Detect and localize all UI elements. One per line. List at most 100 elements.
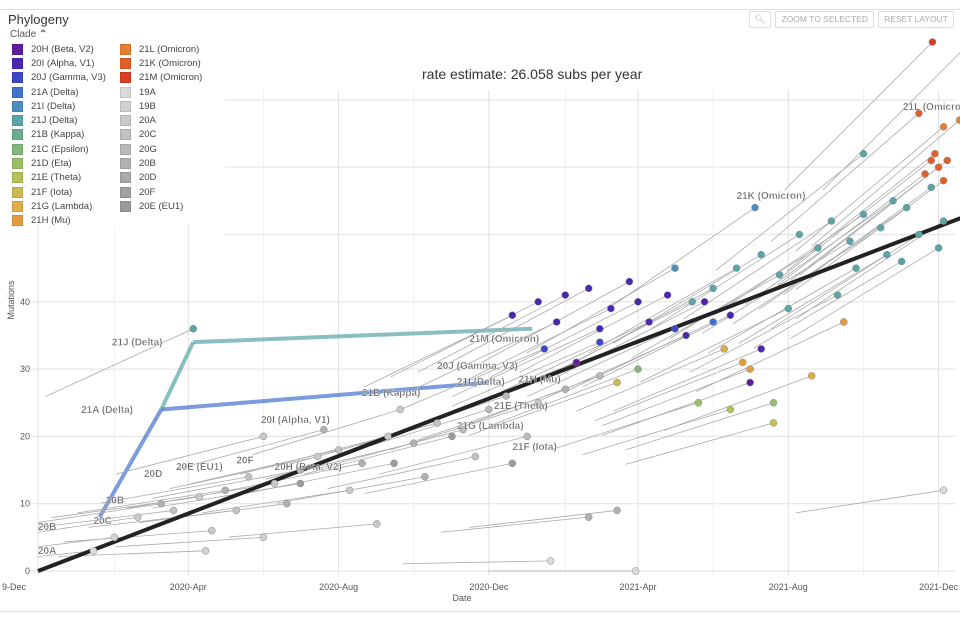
tree-branch <box>490 368 639 427</box>
tip-point <box>201 547 210 555</box>
tip-point <box>259 432 268 441</box>
tip-point <box>523 432 531 441</box>
tree-branch <box>625 402 774 451</box>
legend-swatch <box>119 186 131 198</box>
tree-branch <box>695 321 844 393</box>
tree-branch <box>602 368 751 427</box>
tree-branch <box>159 341 196 411</box>
legend-label: 21C (Epsilon) <box>31 143 89 155</box>
legend-item[interactable]: 20D <box>119 171 202 185</box>
legend-column: 20H (Beta, V2) 20I (Alpha, V1) 20J (Gamma,… <box>12 42 106 228</box>
legend-swatch <box>119 86 131 98</box>
legend-label: 20I (Alpha, V1) <box>31 57 95 69</box>
tip-point <box>709 284 717 293</box>
legend-label: 21B (Kappa) <box>31 129 85 141</box>
tip-point <box>270 479 279 488</box>
tree-branch <box>161 380 490 412</box>
tree-branch <box>582 314 731 388</box>
clade-label: 20B <box>38 522 56 533</box>
zoom-button[interactable]: 🔍︎ <box>748 11 772 28</box>
legend-item[interactable]: 19A <box>119 85 202 99</box>
x-tick-label: 2020-Dec <box>469 582 509 592</box>
tip-point <box>921 170 929 178</box>
legend-toggle[interactable]: Clade ⌃ <box>10 29 47 40</box>
legend-item[interactable]: 20F <box>119 185 202 199</box>
legend-item[interactable]: 21C (Epsilon) <box>12 142 106 156</box>
toolbar: 🔍︎ ZOOM TO SELECTED RESET LAYOUT <box>748 11 954 28</box>
legend-swatch <box>12 115 23 127</box>
tip-point <box>259 533 268 542</box>
y-axis-label: Mutations <box>6 280 16 320</box>
tip-point <box>915 230 923 239</box>
tip-point <box>694 399 703 407</box>
tip-point <box>596 324 604 333</box>
magnifier-icon: 🔍︎ <box>754 14 766 24</box>
legend-label: 20A <box>138 115 156 127</box>
legend-item[interactable]: 21K (Omicron) <box>119 56 202 70</box>
legend-item[interactable]: 20G <box>119 142 202 156</box>
tip-point <box>485 405 493 414</box>
legend-item[interactable]: 21J (Delta) <box>12 113 106 127</box>
tree-branch <box>708 267 857 354</box>
clade-label: 21H (Mu) <box>518 375 560 386</box>
legend-label: 20H (Beta, V2) <box>31 43 94 55</box>
tree-branch <box>663 375 812 431</box>
tip-point <box>927 183 935 192</box>
panel-title: Phylogeny <box>8 12 69 27</box>
tip-point <box>296 479 305 488</box>
legend-item[interactable]: 20C <box>119 128 202 142</box>
y-tick-label: 0 <box>25 566 30 576</box>
tip-point <box>134 513 142 521</box>
tree-branch <box>228 523 377 538</box>
legend-label: 21J (Delta) <box>31 115 78 127</box>
legend-item[interactable]: 21F (Iota) <box>12 185 106 199</box>
clade-label: 20F <box>236 455 253 466</box>
clade-label: 20A <box>38 546 56 557</box>
tip-point <box>459 425 467 434</box>
legend-item[interactable]: 20E (EU1) <box>119 199 202 213</box>
legend-item[interactable]: 21I (Delta) <box>12 99 106 113</box>
clade-label: 21F (Iota) <box>512 442 556 453</box>
tree-branch <box>152 469 301 499</box>
tip-point <box>244 473 253 481</box>
legend-item[interactable]: 21D (Eta) <box>12 156 106 170</box>
legend-item[interactable]: 21B (Kappa) <box>12 128 106 142</box>
tip-point <box>410 439 418 447</box>
legend-item[interactable]: 21G (Lambda) <box>12 199 106 213</box>
tree-branch <box>417 294 566 373</box>
legend-item[interactable]: 20H (Beta, V2) <box>12 42 106 56</box>
legend-item[interactable]: 21E (Theta) <box>12 171 106 185</box>
tip-point <box>784 304 793 313</box>
tip-point <box>757 345 765 353</box>
reset-layout-button[interactable]: RESET LAYOUT <box>878 11 954 28</box>
tip-point <box>552 318 561 326</box>
x-tick-label: 2020-Apr <box>170 582 207 592</box>
legend-item[interactable]: 21L (Omicron) <box>119 42 202 56</box>
tip-point <box>396 405 404 414</box>
legend-item[interactable]: 19B <box>119 99 202 113</box>
tree-branch <box>770 113 920 242</box>
legend-label: 21A (Delta) <box>31 86 79 98</box>
tree-branch <box>451 328 600 397</box>
tip-point <box>889 197 897 205</box>
legend-item[interactable]: 20B <box>119 156 202 170</box>
tip-point <box>807 372 816 380</box>
tree-branch <box>715 153 864 271</box>
legend-item[interactable]: 21A (Delta) <box>12 85 106 99</box>
legend-item[interactable]: 21M (Omicron) <box>119 71 202 85</box>
legend-item[interactable]: 20I (Alpha, V1) <box>12 56 106 70</box>
tip-point <box>613 378 621 387</box>
tree-branch <box>175 429 324 470</box>
legend-swatch <box>119 72 131 84</box>
legend-item[interactable]: 21H (Mu) <box>12 214 106 228</box>
tip-point <box>546 557 555 565</box>
panel-top-border <box>0 9 960 10</box>
zoom-to-selected-button[interactable]: ZOOM TO SELECTED <box>775 11 875 28</box>
legend-item[interactable]: 20J (Gamma, V3) <box>12 71 106 85</box>
legend-item[interactable]: 20A <box>119 113 202 127</box>
tree-branch <box>582 409 731 456</box>
y-tick-label: 20 <box>20 431 30 441</box>
clade-label: 21M (Omicron) <box>469 334 539 345</box>
tip-point <box>283 499 291 508</box>
